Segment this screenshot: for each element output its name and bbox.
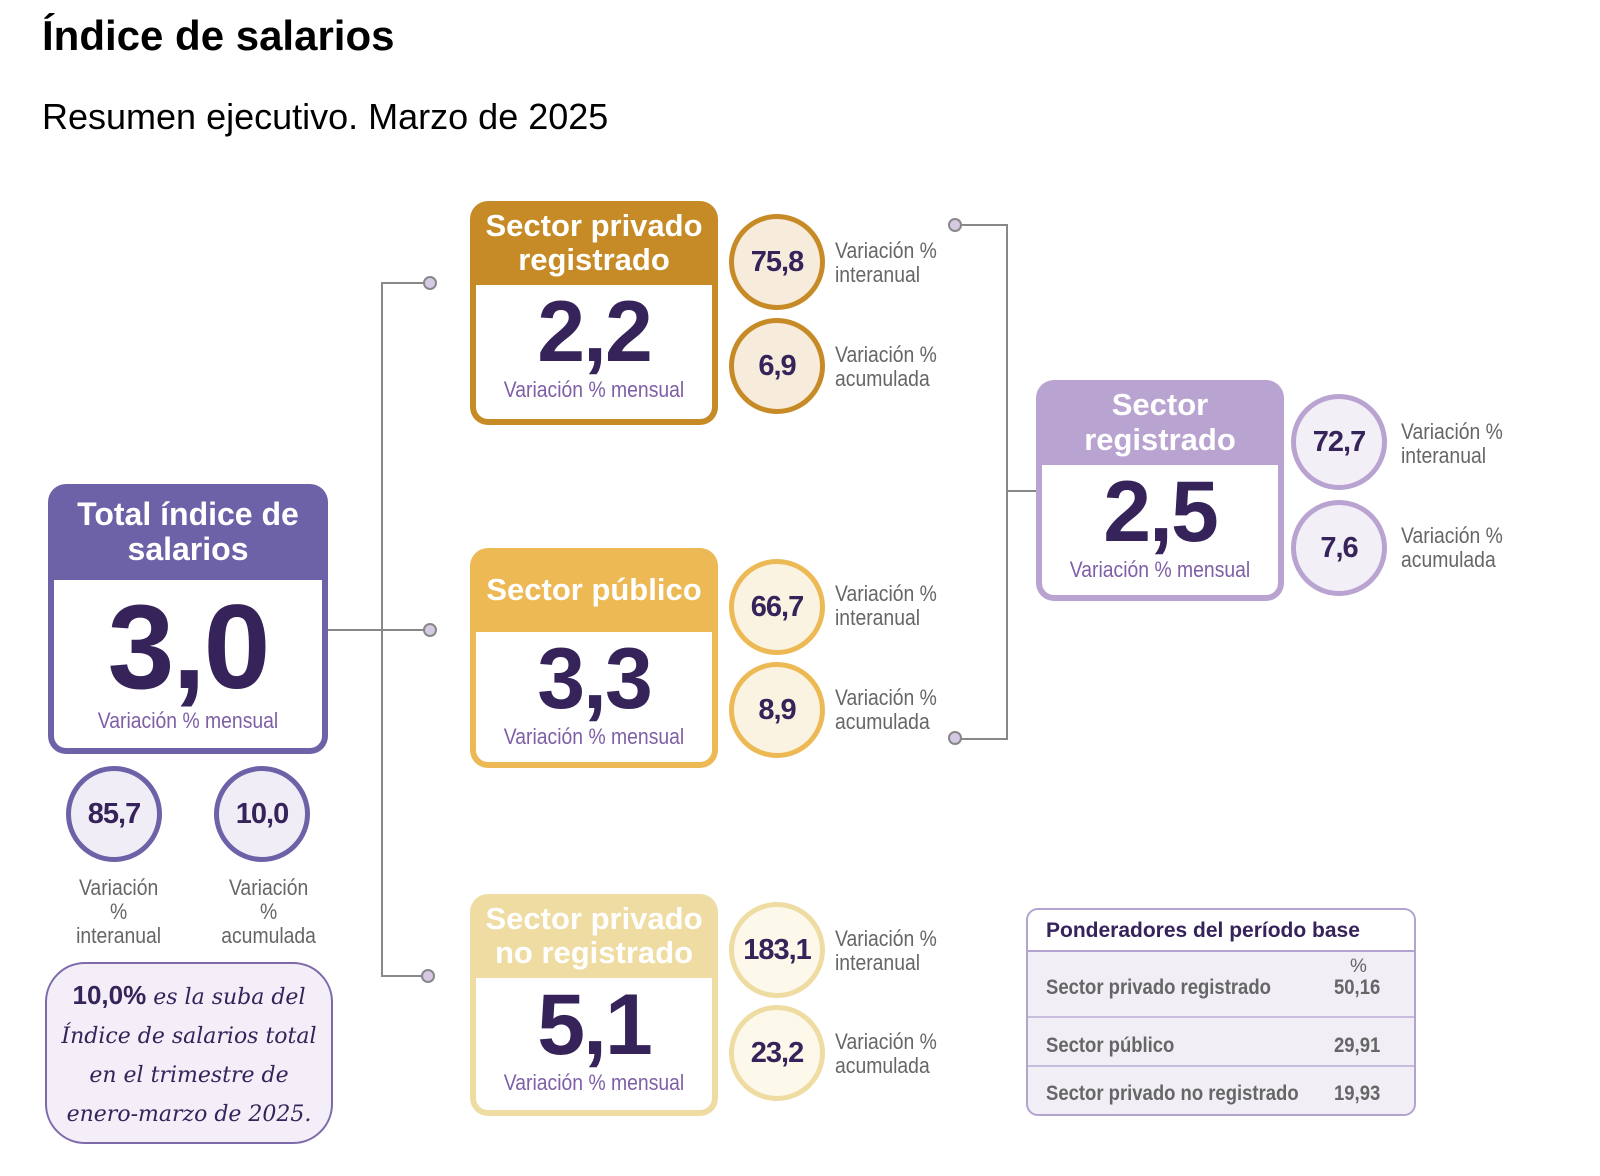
- interanual-value: 85,7: [66, 766, 162, 862]
- row-name: Sector público: [1046, 1034, 1175, 1057]
- acumulada-value: 6,9: [729, 318, 825, 414]
- monthly-value: 2,5: [1103, 464, 1219, 560]
- divider: [1028, 1065, 1414, 1067]
- table-row: Sector privado registrado 50,16: [1028, 960, 1414, 1008]
- monthly-label: Variación % mensual: [503, 1069, 685, 1095]
- note-highlight: 10,0%: [72, 980, 147, 1010]
- table-row: Sector público 29,91: [1028, 1018, 1414, 1066]
- connector-dot: [423, 276, 437, 290]
- acumulada-value: 8,9: [729, 662, 825, 758]
- page-subtitle: Resumen ejecutivo. Marzo de 2025: [42, 96, 609, 137]
- acumulada-value: 10,0: [214, 766, 310, 862]
- card-total: Total índice de salarios 3,0 Variación % m…: [48, 484, 328, 754]
- row-name: Sector privado no registrado: [1046, 1082, 1299, 1105]
- connector-line: [1006, 490, 1036, 492]
- card-title: Total índice de salarios: [77, 495, 299, 567]
- card-body: 2,5 Variación % mensual: [1042, 465, 1278, 595]
- row-name: Sector privado registrado: [1046, 976, 1271, 999]
- row-value: 19,93: [1334, 1082, 1381, 1105]
- monthly-label: Variación % mensual: [503, 723, 685, 749]
- connector-line: [955, 224, 1007, 226]
- interanual-label: Variación % interanual: [1401, 419, 1503, 468]
- acumulada-value: 23,2: [729, 1005, 825, 1101]
- interanual-label: Variación % interanual: [835, 238, 937, 287]
- note-line: en el trimestre de: [89, 1063, 289, 1088]
- card-title: Sector público: [486, 571, 702, 607]
- interanual-value: 183,1: [729, 902, 825, 998]
- monthly-value: 5,1: [537, 977, 653, 1073]
- card-publico: Sector público 3,3 Variación % mensual: [470, 548, 718, 768]
- monthly-value: 3,3: [537, 631, 653, 727]
- interanual-label: Variación % interanual: [835, 926, 937, 975]
- connector-line: [955, 738, 1007, 740]
- connector-line: [328, 629, 381, 631]
- interanual-label: Variación % interanual: [76, 875, 162, 948]
- table-unit: %: [1350, 956, 1367, 977]
- weights-table: Ponderadores del período base % Sector p…: [1026, 908, 1416, 1116]
- connector-dot: [421, 969, 435, 983]
- interanual-value: 66,7: [729, 559, 825, 655]
- note-line: Índice de salarios total: [61, 1024, 317, 1049]
- connector-dot: [948, 731, 962, 745]
- interanual-label: Variación % interanual: [835, 581, 937, 630]
- monthly-label: Variación % mensual: [1069, 556, 1251, 582]
- card-title: Sector privado no registrado: [485, 900, 703, 970]
- card-registrado: Sector registrado 2,5 Variación % mensual: [1036, 380, 1284, 601]
- monthly-label: Variación % mensual: [97, 708, 279, 734]
- acumulada-label: Variación % acumulada: [835, 342, 937, 391]
- interanual-value: 72,7: [1291, 394, 1387, 490]
- connector-dot: [423, 623, 437, 637]
- acumulada-label: Variación % acumulada: [1401, 523, 1503, 572]
- note-line: es la suba del: [146, 985, 306, 1010]
- acumulada-value: 7,6: [1291, 500, 1387, 596]
- note-box: 10,0% es la suba del Índice de salarios …: [45, 962, 333, 1144]
- interanual-value: 75,8: [729, 214, 825, 310]
- table-row: Sector privado no registrado 19,93: [1028, 1066, 1414, 1114]
- card-body: 2,2 Variación % mensual: [476, 285, 712, 419]
- card-title: Sector registrado: [1084, 387, 1236, 457]
- connector-line: [381, 282, 431, 284]
- acumulada-label: Variación % acumulada: [221, 875, 316, 948]
- connector-line: [1006, 224, 1008, 740]
- divider: [1028, 1016, 1414, 1018]
- connector-dot: [948, 218, 962, 232]
- monthly-value: 2,2: [537, 284, 653, 380]
- note-line: enero-marzo de 2025.: [66, 1102, 312, 1127]
- row-value: 50,16: [1334, 976, 1381, 999]
- connector-line: [381, 975, 431, 977]
- table-title: Ponderadores del período base: [1028, 910, 1414, 952]
- card-body: 3,3 Variación % mensual: [476, 632, 712, 762]
- connector-line: [381, 629, 431, 631]
- acumulada-label: Variación % acumulada: [835, 1029, 937, 1078]
- monthly-label: Variación % mensual: [503, 376, 685, 402]
- card-no-registrado: Sector privado no registrado 5,1 Variación…: [470, 894, 718, 1116]
- acumulada-label: Variación % acumulada: [835, 685, 937, 734]
- monthly-value: 3,0: [107, 580, 271, 714]
- card-body: 3,0 Variación % mensual: [54, 580, 322, 748]
- row-value: 29,91: [1334, 1034, 1381, 1057]
- card-title: Sector privado registrado: [485, 207, 703, 277]
- card-body: 5,1 Variación % mensual: [476, 978, 712, 1110]
- card-privado-registrado: Sector privado registrado 2,2 Variación % …: [470, 201, 718, 425]
- page-title: Índice de salarios: [42, 12, 395, 59]
